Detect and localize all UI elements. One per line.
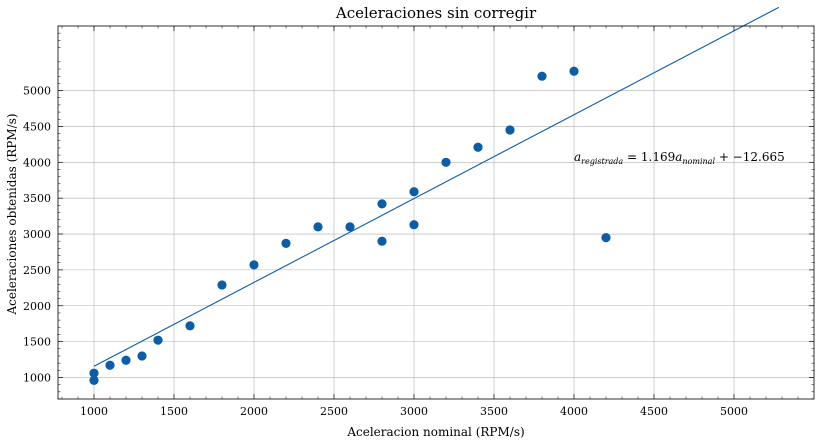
data-point-21 bbox=[601, 233, 611, 243]
eq-sub-registrada: registrada bbox=[581, 157, 623, 166]
eq-mid: = 1.169 bbox=[623, 150, 675, 164]
regression-line bbox=[93, 6, 780, 367]
x-tick-label-3500: 3500 bbox=[480, 405, 508, 418]
y-axis-label: Aceleraciones obtenidas (RPM/s) bbox=[5, 113, 19, 315]
axis-ticks bbox=[58, 25, 814, 400]
eq-a1: a bbox=[574, 150, 581, 164]
data-point-18 bbox=[505, 125, 515, 135]
y-tick-label-2000: 2000 bbox=[23, 300, 51, 313]
data-point-3 bbox=[121, 355, 131, 365]
x-tick-label-1500: 1500 bbox=[160, 405, 188, 418]
data-point-9 bbox=[281, 238, 291, 248]
fit-line-group bbox=[93, 6, 780, 367]
data-point-0 bbox=[89, 375, 99, 385]
y-tick-label-3000: 3000 bbox=[23, 228, 51, 241]
y-tick-label-2500: 2500 bbox=[23, 264, 51, 277]
plot-frame bbox=[57, 25, 815, 400]
data-point-12 bbox=[377, 236, 387, 246]
regression-equation: aregistrada = 1.169anominal + −12.665 bbox=[574, 150, 785, 166]
data-point-6 bbox=[185, 321, 195, 331]
eq-a2: a bbox=[675, 150, 682, 164]
data-point-14 bbox=[409, 220, 419, 230]
data-point-11 bbox=[345, 222, 355, 232]
x-tick-label-5000: 5000 bbox=[720, 405, 748, 418]
x-tick-labels: 1000 1500 2000 2500 3000 3500 4000 4500 5000 bbox=[80, 405, 748, 418]
x-tick-label-4500: 4500 bbox=[640, 405, 668, 418]
data-point-2 bbox=[105, 360, 115, 370]
data-point-17 bbox=[473, 142, 483, 152]
eq-sub-nominal: nominal bbox=[682, 157, 715, 166]
data-point-19 bbox=[537, 71, 547, 81]
chart-title: Aceleraciones sin corregir bbox=[335, 4, 537, 22]
data-point-13 bbox=[377, 199, 387, 209]
x-tick-label-1000: 1000 bbox=[80, 405, 108, 418]
data-point-7 bbox=[217, 280, 227, 290]
data-point-10 bbox=[313, 222, 323, 232]
data-point-16 bbox=[441, 157, 451, 167]
data-point-1 bbox=[89, 368, 99, 378]
x-tick-label-4000: 4000 bbox=[560, 405, 588, 418]
y-tick-label-4500: 4500 bbox=[23, 120, 51, 133]
eq-end: + −12.665 bbox=[715, 150, 785, 164]
y-tick-label-3500: 3500 bbox=[23, 192, 51, 205]
y-tick-label-4000: 4000 bbox=[23, 156, 51, 169]
x-tick-label-3000: 3000 bbox=[400, 405, 428, 418]
data-point-5 bbox=[153, 335, 163, 345]
y-tick-labels: 1000 1500 2000 2500 3000 3500 4000 4500 5000 bbox=[23, 85, 51, 385]
x-tick-label-2000: 2000 bbox=[240, 405, 268, 418]
data-point-20 bbox=[569, 66, 579, 76]
x-axis-label: Aceleracion nominal (RPM/s) bbox=[346, 425, 524, 439]
y-tick-label-1500: 1500 bbox=[23, 336, 51, 349]
data-point-8 bbox=[249, 260, 259, 270]
data-point-4 bbox=[137, 351, 147, 361]
data-points bbox=[89, 66, 611, 385]
grid bbox=[58, 26, 814, 399]
x-tick-label-2500: 2500 bbox=[320, 405, 348, 418]
y-tick-label-5000: 5000 bbox=[23, 85, 51, 98]
data-point-15 bbox=[409, 187, 419, 197]
y-tick-label-1000: 1000 bbox=[23, 371, 51, 384]
